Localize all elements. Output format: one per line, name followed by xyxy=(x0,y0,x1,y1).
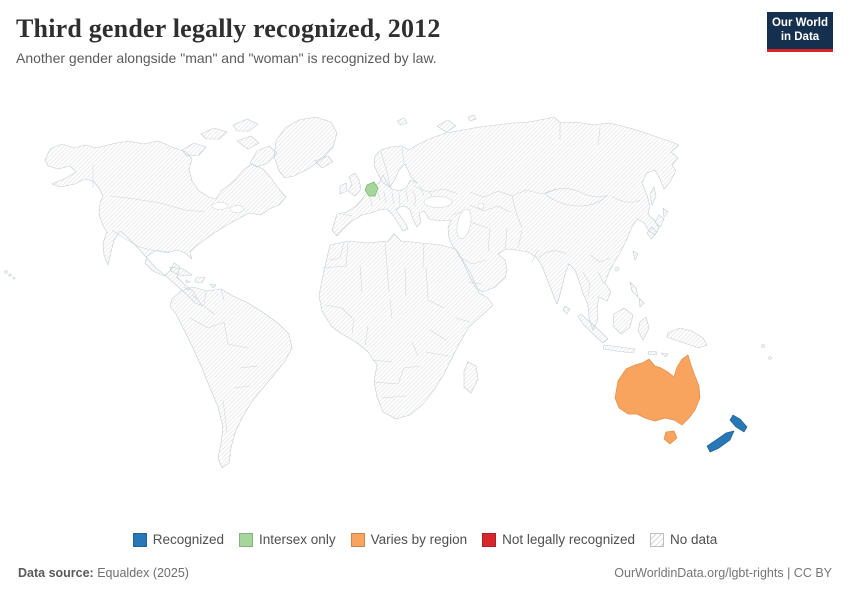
islands-pacific-2 xyxy=(768,356,772,360)
island-new-guinea xyxy=(666,327,708,349)
chart-subtitle: Another gender alongside "man" and "woma… xyxy=(16,49,437,66)
country-netherlands[interactable] xyxy=(364,181,379,197)
world-map[interactable] xyxy=(0,100,850,530)
owid-logo-line2: in Data xyxy=(780,30,820,43)
country-greenland xyxy=(273,116,338,179)
landmass-arctic-islands xyxy=(181,118,278,168)
borders-africa xyxy=(321,241,471,399)
country-ireland xyxy=(339,182,348,195)
inland-waters xyxy=(211,196,485,240)
owid-url-link[interactable]: OurWorldinData.org/lgbt-rights xyxy=(614,566,784,580)
country-australia[interactable] xyxy=(614,354,701,426)
lake-great-lakes-west xyxy=(211,202,229,210)
landmass-south-america xyxy=(169,286,293,469)
no-data-landmasses xyxy=(4,114,772,469)
landmass-north-america xyxy=(44,140,287,307)
island-java xyxy=(602,344,636,354)
islands-hawaii-3 xyxy=(12,276,16,280)
map-legend: Recognized Intersex only Varies by regio… xyxy=(0,532,850,547)
country-taiwan xyxy=(632,250,639,261)
country-tasmania[interactable] xyxy=(663,430,678,445)
island-borneo xyxy=(612,307,634,335)
island-sumatra xyxy=(577,313,609,344)
country-borders xyxy=(92,123,641,433)
legend-label: Intersex only xyxy=(259,532,336,547)
colored-countries xyxy=(364,181,748,453)
landmass-arctic-eurasia-islands xyxy=(396,114,477,133)
sea-caspian xyxy=(456,208,472,240)
chart-footer: Data source: Equaldex (2025) OurWorldinD… xyxy=(0,566,850,580)
owid-logo-line1: Our World xyxy=(771,16,828,29)
legend-label: No data xyxy=(669,532,718,547)
legend-item-no-data[interactable]: No data xyxy=(649,532,718,547)
owid-logo[interactable]: Our World in Data xyxy=(767,12,833,52)
island-lesser-sunda xyxy=(647,350,669,358)
page-title: Third gender legally recognized, 2012 xyxy=(16,14,441,43)
country-philippines xyxy=(629,281,645,308)
country-new-zealand-north-island[interactable] xyxy=(729,414,748,433)
sea-black-sea xyxy=(423,196,453,208)
data-source: Data source: Equaldex (2025) xyxy=(18,566,189,580)
legend-label: Varies by region xyxy=(370,532,468,547)
legend-item-not-legally-recognized[interactable]: Not legally recognized xyxy=(482,532,635,547)
legend-item-varies-by-region[interactable]: Varies by region xyxy=(350,532,468,547)
island-hainan xyxy=(614,266,620,272)
country-new-zealand-south-island[interactable] xyxy=(706,430,735,453)
legend-swatch-not-legally-recognized xyxy=(482,532,497,547)
data-source-value: Equaldex (2025) xyxy=(97,566,189,580)
sea-aral xyxy=(477,202,485,210)
license-link[interactable]: CC BY xyxy=(793,566,832,580)
chart-header: Third gender legally recognized, 2012 An… xyxy=(0,0,850,66)
country-sri-lanka xyxy=(562,305,571,315)
legend-label: Not legally recognized xyxy=(502,532,635,547)
landmass-africa xyxy=(318,233,494,420)
country-iceland xyxy=(314,155,334,169)
country-japan xyxy=(646,207,669,240)
islands-pacific-1 xyxy=(761,344,765,348)
lake-great-lakes-east xyxy=(229,205,245,213)
legend-swatch-varies-by-region xyxy=(350,532,365,547)
legend-swatch-recognized xyxy=(132,532,147,547)
country-madagascar xyxy=(463,361,479,394)
legend-item-recognized[interactable]: Recognized xyxy=(132,532,225,547)
footer-links: OurWorldinData.org/lgbt-rights | CC BY xyxy=(614,566,832,580)
island-sulawesi xyxy=(637,316,650,341)
footer-separator: | xyxy=(787,566,791,580)
island-sakhalin xyxy=(649,186,657,206)
legend-swatch-intersex-only xyxy=(239,532,254,547)
legend-swatch-no-data xyxy=(649,532,664,547)
borders-eurasia xyxy=(341,123,641,297)
landmass-caribbean xyxy=(169,266,217,289)
data-source-label: Data source: xyxy=(18,566,94,580)
landmass-eurasia xyxy=(331,116,680,331)
legend-label: Recognized xyxy=(152,532,225,547)
legend-item-intersex-only[interactable]: Intersex only xyxy=(239,532,336,547)
borders-south-america xyxy=(189,288,259,433)
borders-north-america xyxy=(92,165,206,300)
islands-hawaii-1 xyxy=(4,270,8,274)
islands-hawaii-2 xyxy=(8,273,12,277)
country-united-kingdom xyxy=(347,172,362,197)
